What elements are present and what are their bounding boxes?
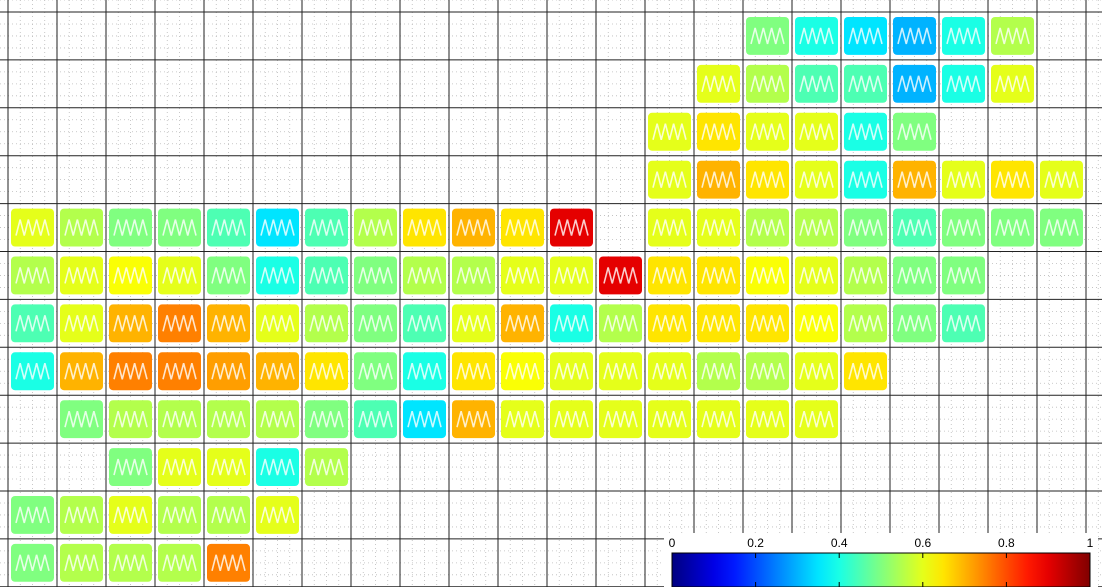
- chart: 0 0.2 0.4 0.6 0.8 1: [0, 0, 1102, 587]
- colorbar-tick-label: 0.6: [914, 536, 931, 550]
- page: 00.20.40.60.81 (() => { const data = JSO…: [0, 0, 1102, 587]
- colorbar-tick-label: 0.2: [747, 536, 764, 550]
- colorbar-tick-label: 0: [669, 536, 676, 550]
- colorbar: [672, 553, 1090, 587]
- colorbar-tick-label: 1: [1087, 536, 1094, 550]
- colorbar-tick-label: 0.8: [998, 536, 1015, 550]
- colorbar-tick-label: 0.4: [831, 536, 848, 550]
